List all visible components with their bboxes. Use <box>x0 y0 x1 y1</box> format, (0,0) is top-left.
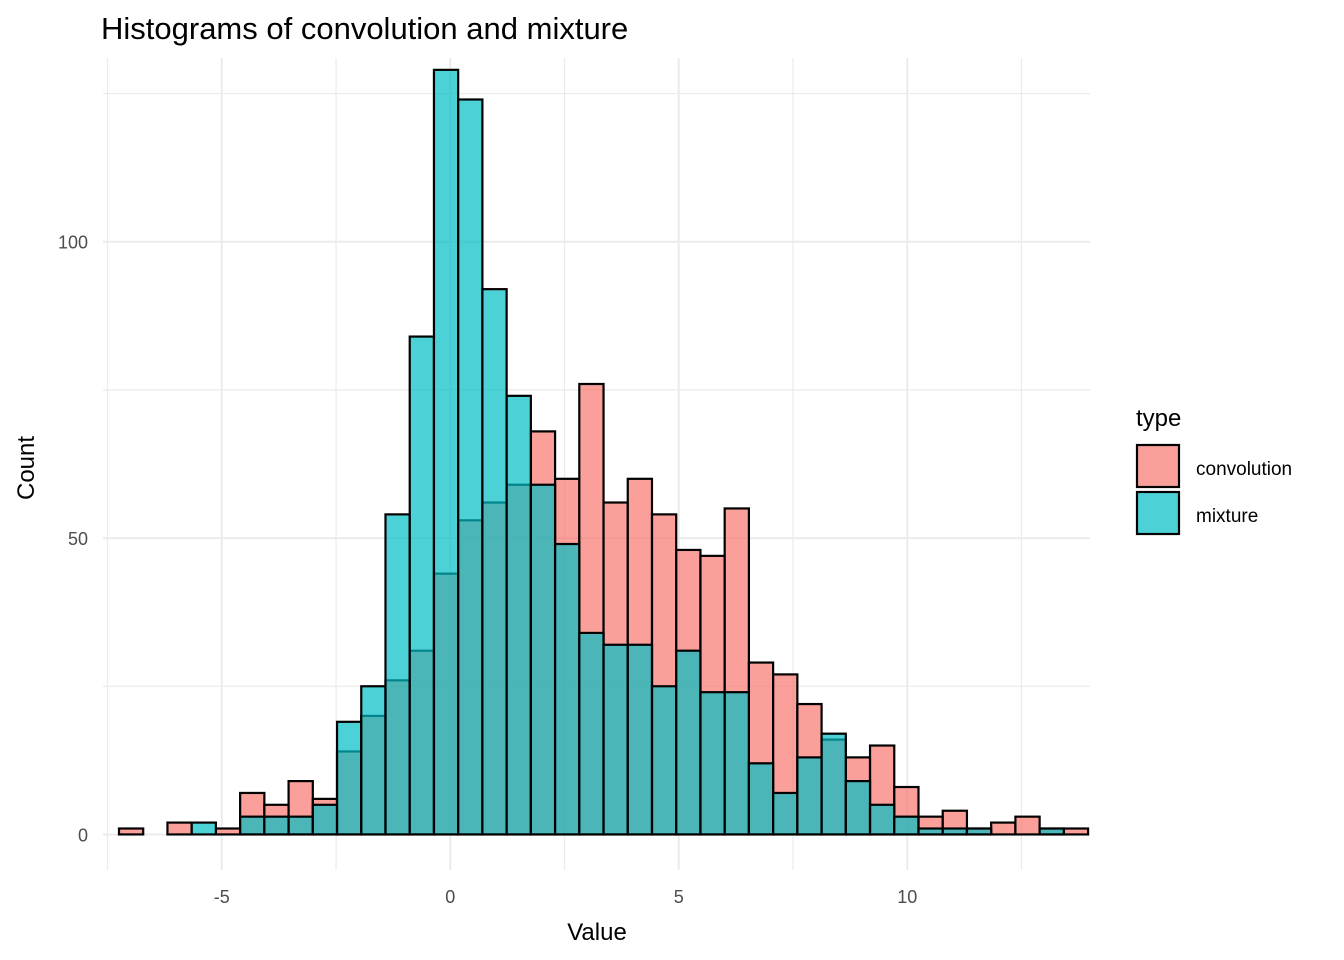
x-axis-title: Value <box>567 919 627 946</box>
bar-mixture <box>772 791 799 836</box>
bar-mixture <box>384 513 411 836</box>
y-axis-title: Count <box>13 436 40 500</box>
y-tick-label: 100 <box>58 233 88 253</box>
y-tick-label: 0 <box>78 825 88 845</box>
x-axis-ticks: -5 0 5 10 <box>214 887 917 907</box>
bar-mixture <box>457 98 484 836</box>
bar-mixture <box>578 631 605 836</box>
legend-label-mixture: mixture <box>1196 506 1258 527</box>
bar-convolution <box>1062 827 1090 836</box>
bar-mixture <box>650 685 678 836</box>
bar-mixture <box>796 756 823 836</box>
bar-mixture <box>1038 827 1065 836</box>
bar-mixture <box>868 803 896 836</box>
legend-label-convolution: convolution <box>1196 459 1292 480</box>
bar-convolution <box>117 827 145 836</box>
bar-convolution <box>214 827 242 836</box>
bar-mixture <box>335 720 363 836</box>
x-tick-label: -5 <box>214 887 230 907</box>
bar-mixture <box>287 815 314 836</box>
y-tick-label: 50 <box>68 529 88 549</box>
bar-mixture <box>626 643 654 836</box>
bar-mixture <box>408 335 436 836</box>
bar-mixture <box>893 815 920 836</box>
bar-mixture <box>432 68 460 836</box>
bar-mixture <box>481 288 508 836</box>
bar-mixture <box>675 649 702 836</box>
bar-mixture <box>311 803 339 836</box>
legend: type convolution mixture <box>1135 405 1292 536</box>
bar-mixture <box>190 821 218 836</box>
x-tick-label: 5 <box>674 887 684 907</box>
bar-mixture <box>553 542 581 836</box>
x-tick-label: 0 <box>445 887 455 907</box>
bar-convolution <box>1014 815 1041 836</box>
bar-convolution <box>166 821 193 836</box>
bar-convolution <box>990 821 1017 836</box>
bar-mixture <box>723 691 751 836</box>
legend-key-mixture <box>1135 490 1181 536</box>
bar-mixture <box>505 394 532 836</box>
x-tick-label: 10 <box>897 887 917 907</box>
bar-mixture <box>602 643 629 836</box>
bar-mixture <box>965 827 993 836</box>
bar-mixture <box>844 779 872 836</box>
bar-mixture <box>820 732 847 836</box>
y-axis-ticks: 0 50 100 <box>58 233 88 846</box>
bar-mixture <box>529 483 557 836</box>
bar-mixture <box>747 762 775 836</box>
bar-mixture <box>239 815 266 836</box>
series-mixture <box>190 68 1065 836</box>
bar-mixture <box>941 827 969 836</box>
legend-key-convolution <box>1135 443 1181 489</box>
bar-mixture <box>263 815 290 836</box>
bar-mixture <box>699 691 726 836</box>
bar-mixture <box>917 827 944 836</box>
bar-mixture <box>360 685 387 836</box>
legend-title: type <box>1136 405 1181 432</box>
chart-title: Histograms of convolution and mixture <box>101 11 628 46</box>
